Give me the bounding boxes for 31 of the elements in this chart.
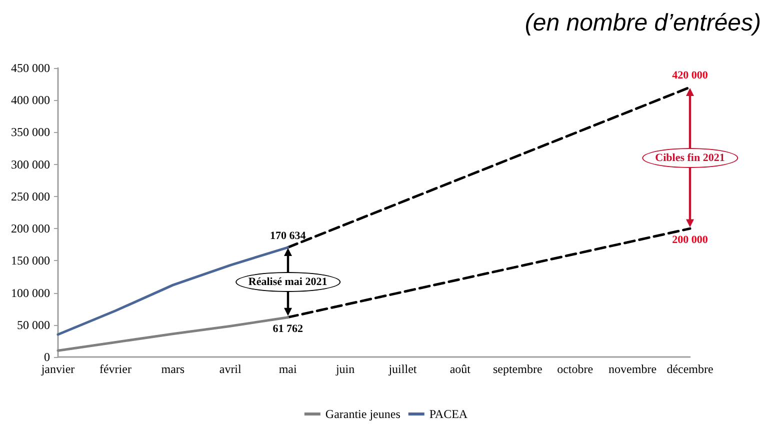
chart-title: (en nombre d’entrées) — [524, 10, 762, 36]
y-tick-label: 0 — [44, 350, 50, 364]
x-tick-label: décembre — [666, 362, 714, 376]
y-tick-label: 250 000 — [11, 189, 50, 204]
y-tick-label: 450 000 — [11, 61, 50, 75]
x-tick-label: octobre — [557, 362, 594, 376]
legend-label: Garantie jeunes — [325, 407, 401, 421]
y-tick-label: 100 000 — [11, 286, 50, 300]
y-tick-label: 50 000 — [17, 318, 50, 332]
x-tick-label: juin — [334, 362, 355, 376]
x-tick-label: janvier — [40, 362, 75, 376]
y-tick-label: 400 000 — [11, 93, 50, 108]
y-tick-label: 150 000 — [11, 254, 50, 268]
y-tick-label: 200 000 — [11, 222, 50, 236]
legend-label: PACEA — [429, 407, 468, 421]
x-tick-label: mai — [278, 362, 298, 376]
data-label: 170 634 — [270, 230, 306, 242]
x-tick-label: février — [99, 362, 132, 376]
y-tick-label: 350 000 — [11, 125, 50, 140]
annotation: Réalisé mai 2021 — [235, 272, 340, 292]
y-tick-label: 300 000 — [11, 157, 50, 172]
x-tick-label: août — [450, 362, 472, 376]
x-tick-label: avril — [219, 362, 242, 376]
x-tick-label: mars — [161, 362, 185, 376]
x-tick-label: novembre — [608, 362, 657, 376]
x-tick-label: juillet — [388, 362, 418, 376]
x-tick-label: septembre — [492, 362, 542, 376]
data-label: 200 000 — [672, 234, 708, 246]
data-label: 420 000 — [672, 70, 708, 82]
annotation: Cibles fin 2021 — [642, 148, 738, 168]
data-label: 61 762 — [272, 322, 304, 335]
